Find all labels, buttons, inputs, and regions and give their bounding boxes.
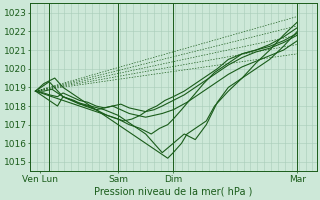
X-axis label: Pression niveau de la mer( hPa ): Pression niveau de la mer( hPa ) <box>94 187 252 197</box>
